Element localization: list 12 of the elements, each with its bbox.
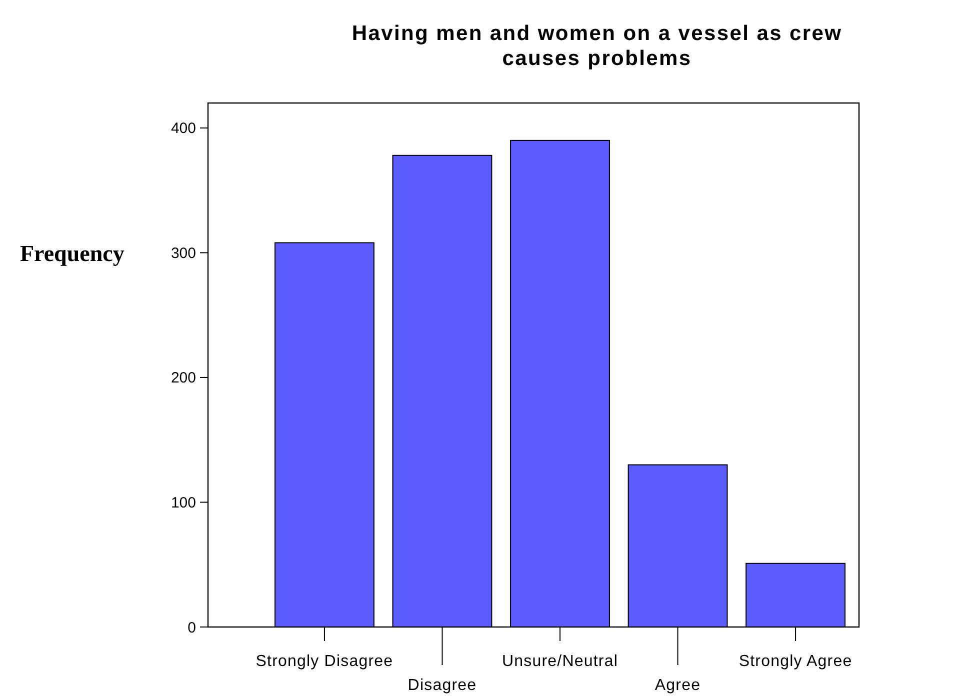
x-tick-label: Agree xyxy=(654,677,701,694)
y-tick-label: 0 xyxy=(188,619,196,636)
x-tick-label: Unsure/Neutral xyxy=(502,653,618,670)
x-tick-label: Strongly Disagree xyxy=(256,653,394,670)
chart-title: Having men and women on a vessel as crew causes problems xyxy=(352,22,842,70)
x-tick-label: Strongly Agree xyxy=(738,653,852,670)
y-tick-label: 300 xyxy=(170,244,196,262)
x-tick-label: Disagree xyxy=(408,677,477,694)
y-axis-title: Frequency xyxy=(20,240,125,266)
y-tick-label: 100 xyxy=(170,494,196,512)
y-tick-label: 400 xyxy=(170,120,196,138)
y-tick-label: 200 xyxy=(170,370,196,387)
